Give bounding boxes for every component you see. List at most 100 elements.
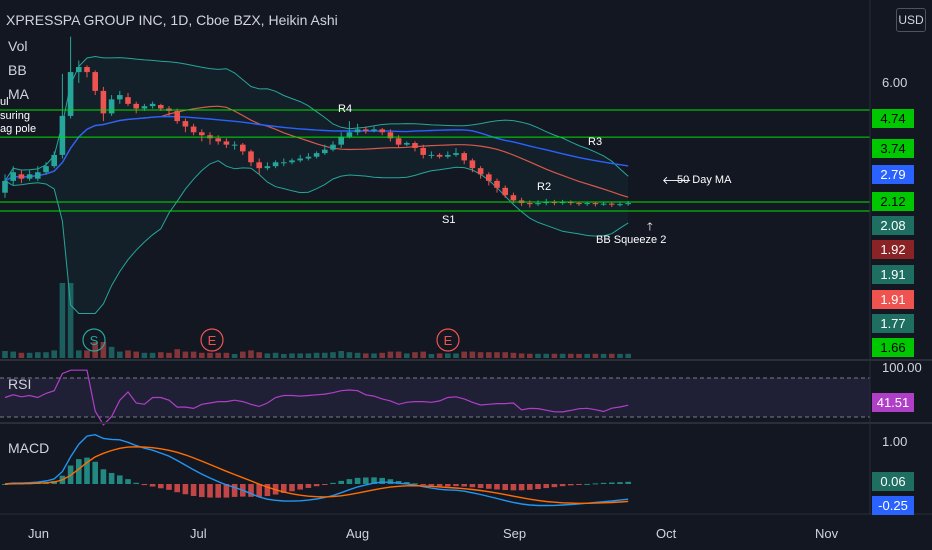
annotation-r3: R3 <box>588 136 603 148</box>
macd-label[interactable]: MACD <box>8 440 50 456</box>
annotation-s1: S1 <box>442 214 456 226</box>
event-marker-label: E <box>444 333 453 348</box>
volume-bar <box>453 353 459 358</box>
volume-bar <box>559 353 566 358</box>
macd-histogram-bar <box>322 484 328 485</box>
candle-body <box>354 129 361 133</box>
candle-body <box>108 99 115 114</box>
volume-bar <box>100 342 107 358</box>
volume-bar <box>625 353 631 358</box>
candle-body <box>10 172 16 181</box>
macd-histogram-bar <box>133 482 139 484</box>
indicator-vol[interactable]: Vol <box>8 38 28 54</box>
macd-histogram-bar <box>149 484 156 487</box>
macd-histogram-bar <box>100 469 107 484</box>
macd-histogram-bar <box>182 484 189 495</box>
candle-body <box>510 195 517 201</box>
volume-bar <box>26 352 33 358</box>
volume-bar <box>59 283 66 358</box>
indicator-ma[interactable]: MA <box>8 86 29 102</box>
candle-body <box>477 168 484 175</box>
volume-bar <box>166 352 172 358</box>
macd-histogram-bar <box>428 484 435 486</box>
candle-body <box>395 138 402 145</box>
volume-bar <box>10 351 16 358</box>
rsi-line <box>4 369 629 426</box>
volume-bar <box>543 353 549 358</box>
currency-button[interactable]: USD <box>896 8 926 32</box>
volume-bar <box>108 346 115 358</box>
candle-body <box>35 172 41 179</box>
candle-body <box>289 160 295 163</box>
rsi-label[interactable]: RSI <box>8 376 32 392</box>
time-label-jul: Jul <box>190 526 207 541</box>
candle-body <box>43 166 49 173</box>
candle-body <box>215 138 221 142</box>
candle-body <box>445 154 451 157</box>
time-label-sep: Sep <box>503 526 527 541</box>
volume-bar <box>125 350 131 358</box>
volume-bar <box>330 352 336 358</box>
candle-body <box>256 162 262 169</box>
candle-body <box>84 67 90 73</box>
volume-bar <box>305 353 312 358</box>
candle-body <box>199 132 205 136</box>
candle-body <box>543 202 549 204</box>
volume-bar <box>371 353 377 358</box>
candle-body <box>248 151 254 163</box>
macd-histogram-bar <box>330 482 336 484</box>
macd-histogram-bar <box>461 484 467 487</box>
volume-bar <box>240 351 246 358</box>
left-note-2: suring <box>0 110 30 122</box>
macd-histogram-bar <box>297 484 303 490</box>
volume-bar <box>551 353 558 358</box>
volume-bar <box>379 352 385 358</box>
volume-bar <box>289 353 295 358</box>
macd-histogram-bar <box>404 482 410 484</box>
macd-histogram-bar <box>445 484 451 487</box>
volume-bar <box>477 352 484 358</box>
candle-body <box>592 203 599 205</box>
macd-histogram-bar <box>584 483 590 485</box>
macd-histogram-bar <box>502 484 508 491</box>
macd-histogram-bar <box>535 484 541 490</box>
volume-bar <box>256 352 262 358</box>
volume-bar <box>190 351 197 358</box>
candle-body <box>174 110 180 122</box>
candle-body <box>371 129 377 131</box>
macd-histogram-bar <box>559 484 566 487</box>
event-marker-label: S <box>90 333 99 348</box>
volume-bar <box>51 350 57 358</box>
candle-body <box>568 202 574 204</box>
macd-histogram-bar <box>199 484 205 498</box>
price-tag-166: 1.66 <box>872 338 914 357</box>
volume-bar <box>199 352 205 358</box>
price-tag-177: 1.77 <box>872 314 914 333</box>
volume-bar <box>469 351 476 358</box>
volume-bar <box>18 352 25 358</box>
volume-bar <box>510 352 517 358</box>
time-label-jun: Jun <box>28 526 49 541</box>
candle-body <box>330 144 336 150</box>
candle-body <box>26 174 33 179</box>
candle-body <box>436 154 443 157</box>
candle-body <box>346 132 353 137</box>
price-tag-192: 1.92 <box>872 240 914 259</box>
bb-fill <box>5 56 629 314</box>
volume-bar <box>387 351 394 358</box>
volume-bar <box>576 353 582 358</box>
macd-histogram-bar <box>363 477 369 484</box>
time-label-nov: Nov <box>815 526 839 541</box>
macd-histogram-bar <box>256 484 262 497</box>
candle-body <box>133 103 139 109</box>
macd-histogram-bar <box>527 484 533 490</box>
indicator-bb[interactable]: BB <box>8 62 27 78</box>
candle-body <box>2 180 8 193</box>
macd-histogram-bar <box>371 477 377 484</box>
volume-bar <box>428 354 435 358</box>
volume-bar <box>117 351 123 358</box>
macd-histogram-bar <box>469 484 476 488</box>
macd-histogram-bar <box>141 484 148 486</box>
candle-body <box>18 174 25 179</box>
